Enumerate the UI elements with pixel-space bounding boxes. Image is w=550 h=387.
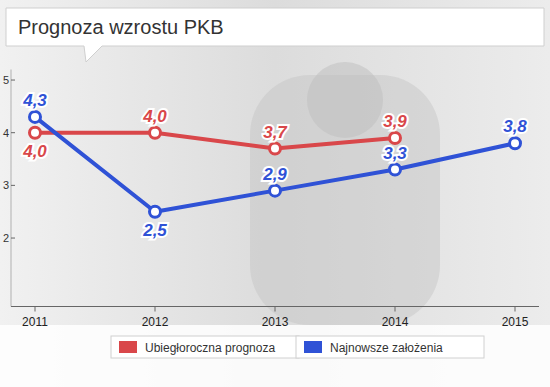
x-tick-label: 2015 (502, 315, 529, 329)
data-label: 2,9 (262, 165, 287, 184)
y-tick-label: 4 (3, 127, 9, 139)
legend-band (0, 325, 550, 387)
legend-label: Ubiegłoroczna prognoza (145, 341, 275, 355)
data-label: 4,0 (142, 107, 167, 126)
y-tick-label: 3 (3, 179, 9, 191)
y-tick (11, 238, 15, 239)
x-tick-label: 2014 (382, 315, 409, 329)
x-tick (395, 307, 396, 312)
point (150, 206, 161, 217)
legend: Ubiegłoroczna prognoza Najnowsze założeni… (111, 336, 484, 358)
data-label: 2,5 (142, 221, 167, 240)
legend-box (296, 336, 484, 358)
point (270, 185, 281, 196)
y-tick-label: 2 (3, 232, 9, 244)
series-line (35, 133, 395, 149)
legend-swatch (119, 341, 137, 353)
point (30, 111, 41, 122)
title: Prognoza wzrostu PKB (18, 16, 224, 38)
legend-label: Najnowsze założenia (330, 341, 443, 355)
x-tick-label: 2011 (22, 315, 48, 329)
data-label: 3,9 (383, 112, 407, 131)
point (150, 127, 161, 138)
data-label: 3,3 (383, 144, 407, 163)
x-tick (155, 307, 156, 312)
y-axis-line (11, 70, 12, 307)
data-label: 3,8 (503, 117, 527, 136)
data-label: 4,3 (22, 91, 47, 110)
y-tick (11, 132, 15, 133)
y-tick (11, 185, 15, 186)
point (510, 138, 521, 149)
point (390, 132, 401, 143)
x-tick-label: 2012 (142, 315, 169, 329)
point (390, 164, 401, 175)
series-line (35, 117, 515, 212)
data-label: 3,7 (263, 123, 288, 142)
x-tick (515, 307, 516, 312)
data-labels: 4,0 4,0 3,7 3,9 4,3 2,5 2,9 3,3 3,8 (22, 91, 527, 240)
background (0, 0, 550, 387)
y-tick (11, 80, 15, 81)
legend-box (111, 336, 299, 358)
plot-area (30, 111, 521, 217)
point (30, 127, 41, 138)
legend-swatch (304, 341, 322, 353)
title-box (6, 8, 544, 62)
y-tick-label: 5 (3, 74, 9, 86)
x-tick (275, 307, 276, 312)
x-tick-label: 2013 (262, 315, 289, 329)
point (270, 143, 281, 154)
x-tick (35, 307, 36, 312)
photo-head (307, 62, 383, 138)
data-label: 4,0 (22, 142, 47, 161)
